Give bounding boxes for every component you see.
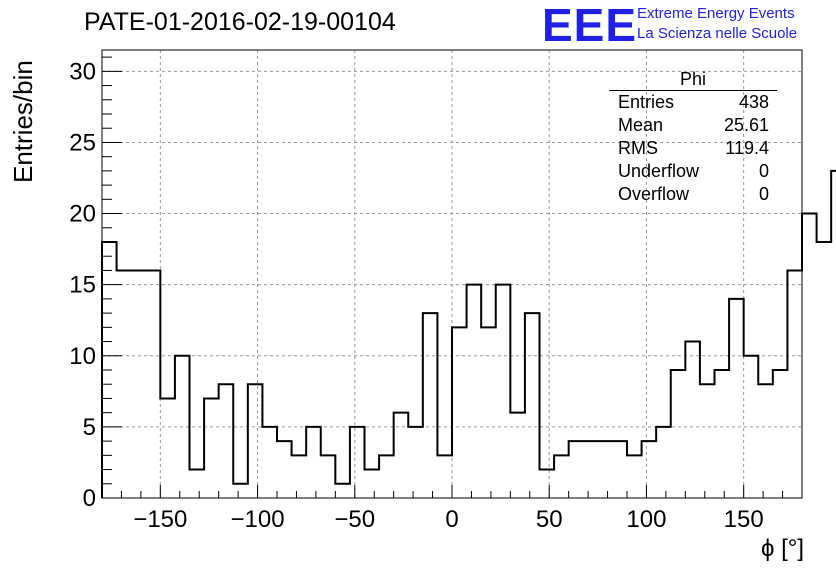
histogram-bin [787,270,802,498]
eee-logo: EEE [542,0,638,51]
y-tick-label: 15 [69,272,96,299]
histogram-bin [379,455,394,498]
stats-value: 438 [738,92,769,112]
y-tick-label: 25 [69,129,96,156]
histogram-bin [292,455,307,498]
stats-title: Phi [609,68,777,91]
y-axis-label: Entries/bin [8,60,38,183]
stats-label: Overflow [618,184,690,204]
histogram-bin [540,470,555,498]
histogram-bin [656,427,671,498]
y-tick-label: 5 [83,414,96,441]
histogram-bin [437,455,452,498]
x-tick-label: 0 [445,506,458,533]
stats-label: Entries [618,92,675,112]
histogram-bin [583,441,598,498]
histogram-bin [773,370,788,498]
stats-value: 25.61 [723,115,769,135]
histogram-bin [204,398,219,498]
histogram-bin [233,484,248,498]
histogram-bin [146,270,161,498]
histogram-bin [685,342,700,498]
histogram-bin [394,413,409,498]
histogram-bin [496,285,511,498]
histogram-bin [510,413,525,498]
x-tick-label: 100 [626,506,666,533]
x-tick-label: 50 [536,506,563,533]
histogram-bin [117,270,132,498]
histogram-bin [627,455,642,498]
histogram-bin [554,455,569,498]
stats-row-mean: Mean 25.61 [609,114,777,137]
stats-label: RMS [618,138,658,158]
y-tick-label: 30 [69,58,96,85]
histogram-bin [423,313,438,498]
x-tick-label: −50 [334,506,375,533]
x-axis-label: ϕ [°] [760,535,804,562]
chart-title: PATE-01-2016-02-19-00104 [84,8,396,36]
stats-label: Underflow [618,161,700,181]
histogram-bin [262,427,277,498]
histogram-bin [408,427,423,498]
histogram-bin [642,441,657,498]
histogram-bin [802,214,817,498]
x-tick-label: −150 [133,506,187,533]
stats-row-underflow: Underflow 0 [609,160,777,183]
histogram-bin [335,484,350,498]
histogram-bin [277,441,292,498]
stats-row-overflow: Overflow 0 [609,183,777,206]
histogram-bin [758,384,773,498]
stats-box: Phi Entries 438 Mean 25.61 RMS 119.4 Und… [609,68,777,206]
logo-line-2: La Scienza nelle Scuole [637,25,798,42]
x-tick-label: 150 [724,506,764,533]
stats-value: 0 [758,184,769,204]
stats-value: 0 [758,161,769,181]
histogram-bin [467,285,482,498]
y-tick-label: 0 [83,485,96,512]
histogram-bin [700,384,715,498]
histogram-bin [350,427,365,498]
histogram-bin [452,327,467,498]
histogram-bin [569,441,584,498]
stats-row-entries: Entries 438 [609,91,777,114]
stats-label: Mean [618,115,664,135]
y-tick-label: 20 [69,201,96,228]
stats-value: 119.4 [725,138,769,158]
histogram-bin [612,441,627,498]
histogram-bin [598,441,613,498]
histogram-bin [365,470,380,498]
histogram-bin [729,299,744,498]
logo-line-1: Extreme Energy Events [637,5,795,22]
histogram-bin [671,370,686,498]
histogram-bin [306,427,321,498]
histogram-bin [131,270,146,498]
x-tick-label: −100 [231,506,285,533]
histogram-bin [715,370,730,498]
histogram-bin [525,313,540,498]
histogram-bin [321,455,336,498]
histogram-bin [481,327,496,498]
stats-row-rms: RMS 119.4 [609,137,777,160]
histogram-bin [817,242,832,498]
histogram-bin [248,384,263,498]
histogram-outline [101,169,836,498]
histogram-bin [160,398,175,498]
histogram-bin [190,470,205,498]
y-tick-label: 10 [69,343,96,370]
histogram-bin [219,384,234,498]
